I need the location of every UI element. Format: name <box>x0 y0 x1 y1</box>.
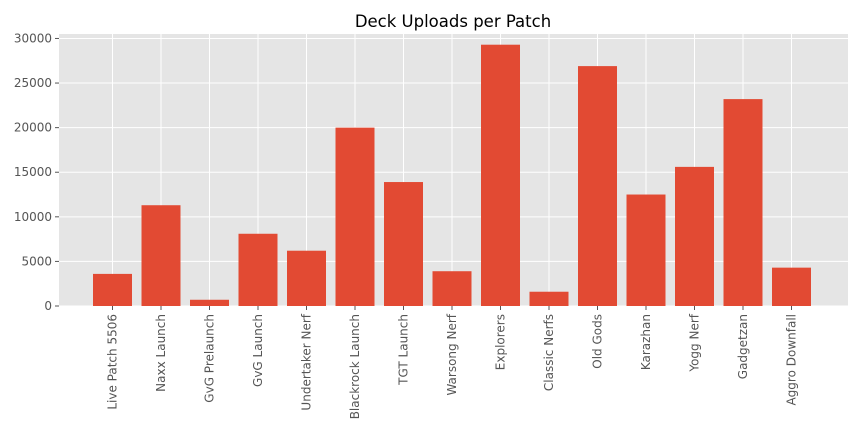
bar <box>481 44 520 307</box>
x-tick-label: Live Patch 5506 <box>106 314 120 410</box>
bar <box>93 273 132 306</box>
y-tick-label: 10000 <box>14 210 52 224</box>
x-tick-label: Yogg Nerf <box>688 313 702 372</box>
x-tick-label: Undertaker Nerf <box>300 313 314 410</box>
y-tick-label: 30000 <box>14 31 52 45</box>
bar <box>626 194 666 306</box>
bar <box>335 127 375 306</box>
y-tick-label: 15000 <box>14 165 52 179</box>
x-tick-label: Karazhan <box>639 314 653 370</box>
x-tick-label: Explorers <box>494 314 508 370</box>
bar <box>384 182 423 306</box>
bar <box>238 233 278 306</box>
y-axis-ticks: 0 5000 10000 15000 20000 25000 30000 <box>14 31 59 313</box>
bars <box>93 44 811 307</box>
bar <box>723 99 763 306</box>
bar <box>190 299 229 306</box>
x-tick-label: Classic Nerfs <box>542 314 556 391</box>
x-tick-label: Aggro Downfall <box>785 314 799 406</box>
plot-area-background <box>59 34 848 306</box>
x-tick-label: TGT Launch <box>397 314 411 386</box>
x-tick-label: Warsong Nerf <box>445 313 459 395</box>
y-tick-label: 20000 <box>14 121 52 135</box>
x-tick-label: Gadgetzan <box>736 314 750 379</box>
bar <box>675 166 714 306</box>
chart-title: Deck Uploads per Patch <box>355 12 551 31</box>
x-tick-label: GvG Launch <box>251 314 265 387</box>
x-tick-label: GvG Prelaunch <box>203 314 217 403</box>
bar <box>529 291 569 306</box>
bar <box>772 267 811 306</box>
bar <box>432 271 472 306</box>
y-tick-label: 5000 <box>21 254 52 268</box>
x-tick-label: Old Gods <box>591 314 605 369</box>
x-axis-ticks: Live Patch 5506 Naxx Launch GvG Prelaunch G… <box>106 306 799 419</box>
x-tick-label: Naxx Launch <box>154 314 168 392</box>
bar <box>141 205 181 306</box>
y-tick-label: 25000 <box>14 76 52 90</box>
bar <box>287 250 326 306</box>
x-tick-label: Blackrock Launch <box>348 314 362 419</box>
bar <box>578 66 617 306</box>
y-tick-label: 0 <box>44 299 52 313</box>
